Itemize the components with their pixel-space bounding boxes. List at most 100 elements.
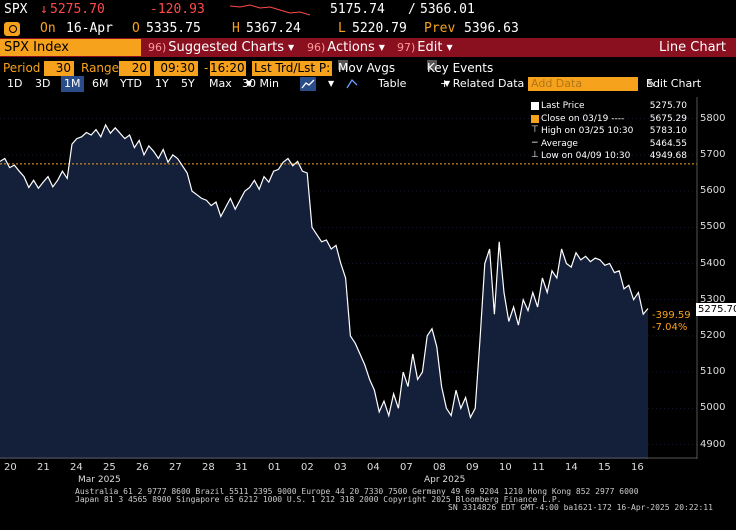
mov-avgs-label: Mov Avgs: [338, 61, 396, 75]
x-tick-label: 15: [598, 462, 611, 473]
y-tick-label: 5500: [700, 221, 726, 233]
x-tick-label: 01: [268, 462, 281, 473]
month-label: Apr 2025: [424, 475, 466, 485]
edit-chart-label: Edit Chart: [646, 77, 702, 90]
related-data-label: + Related Data: [440, 77, 525, 90]
range-label: Range: [81, 61, 120, 75]
average-marker-icon: −: [531, 137, 539, 148]
quote-strip: SPX ↓ 5275.70 -120.93 5175.74 / 5366.01: [0, 0, 736, 20]
chart-type-title: Line Chart: [659, 40, 726, 55]
actions-menu[interactable]: 96) Actions ▼: [307, 38, 385, 57]
high-value: 5367.24: [246, 21, 301, 36]
y-tick-label: 5800: [700, 112, 726, 124]
checkbox-icon: [338, 60, 348, 70]
prev-label: Prev: [424, 21, 456, 36]
table-button[interactable]: Table: [378, 77, 407, 90]
range-input[interactable]: 20: [119, 61, 150, 76]
low-value: 5220.79: [352, 21, 407, 36]
menu-number: 96): [307, 41, 326, 54]
x-tick-label: 24: [70, 462, 83, 473]
x-tick-label: 25: [103, 462, 116, 473]
low-label: L: [338, 21, 346, 36]
legend-label: Close on 03/19 ----: [541, 113, 625, 124]
period-input[interactable]: 30: [44, 61, 74, 76]
x-tick-label: 27: [169, 462, 182, 473]
x-tick-label: 07: [400, 462, 413, 473]
last-price-tag: 5275.70: [696, 303, 736, 316]
range-button-6m[interactable]: 6M: [92, 77, 109, 90]
suggested-charts-menu[interactable]: 96) Suggested Charts ▼: [148, 38, 294, 57]
legend-value: 4949.68: [649, 151, 687, 161]
legend-row-close: Close on 03/19 ---- 5675.29: [529, 113, 687, 126]
range-button-1y[interactable]: 1Y: [155, 77, 169, 90]
y-tick-label: 5300: [700, 293, 726, 305]
legend-row-last-price: Last Price 5275.70: [529, 100, 687, 113]
menu-label: Edit: [417, 40, 443, 55]
x-tick-label: 21: [37, 462, 50, 473]
time-to-input[interactable]: 16:20: [210, 61, 246, 76]
range-button-1d[interactable]: 1D: [7, 77, 23, 90]
pencil-icon: ✎: [646, 77, 656, 90]
caret-down-icon: ▼: [246, 79, 253, 88]
range-toolbar: 1D 3D 1M 6M YTD 1Y 5Y Max 30 Min ▼ ▼ Tabl…: [0, 76, 736, 92]
range-button-1m[interactable]: 1M: [61, 76, 84, 92]
period-bar: Period 30 Range 20 09:30 - 16:20 Lst Trd…: [0, 60, 736, 77]
session-date: 16-Apr: [66, 21, 113, 36]
x-tick-label: 03: [334, 462, 347, 473]
footer-contacts-1: Australia 61 2 9777 8600 Brazil 5511 239…: [75, 487, 639, 496]
high-label: H: [232, 21, 240, 36]
legend-row-low: ⊥ Low on 04/09 10:30 4949.68: [529, 150, 687, 163]
trade-field-select[interactable]: Lst Trd/Lst P:: [252, 61, 332, 76]
edit-menu[interactable]: 97) Edit ▼: [397, 38, 453, 57]
session-strip: On 16-Apr O 5335.75 H 5367.24 L 5220.79 …: [0, 20, 736, 38]
x-tick-label: 04: [367, 462, 380, 473]
legend-label: Average: [541, 138, 578, 149]
legend-value: 5464.55: [649, 138, 687, 149]
clock-icon: [4, 22, 20, 36]
x-tick-label: 31: [235, 462, 248, 473]
x-tick-label: 26: [136, 462, 149, 473]
month-label: Mar 2025: [78, 475, 121, 485]
chart-legend[interactable]: Last Price 5275.70 Close on 03/19 ---- 5…: [529, 100, 687, 163]
y-tick-label: 5100: [700, 366, 726, 378]
range-button-ytd[interactable]: YTD: [120, 77, 142, 90]
x-tick-label: 09: [466, 462, 479, 473]
day-high: 5366.01: [420, 2, 475, 17]
footer-contacts-2: Japan 81 3 4565 8900 Singapore 65 6212 1…: [75, 495, 562, 504]
title-bar: SPX Index 96) Suggested Charts ▼ 96) Action…: [0, 38, 736, 57]
ticker: SPX: [4, 2, 28, 17]
open-label: O: [132, 21, 140, 36]
caret-down-icon: ▼: [446, 43, 453, 52]
add-data-input[interactable]: Add Data: [528, 77, 638, 91]
time-from-input[interactable]: 09:30: [154, 61, 198, 76]
on-label: On: [40, 21, 56, 36]
security-field[interactable]: SPX Index: [0, 39, 141, 56]
y-tick-label: 5700: [700, 148, 726, 160]
legend-value: 5675.29: [649, 113, 687, 124]
menu-number: 97): [397, 41, 416, 54]
caret-down-icon: ▼: [328, 79, 335, 88]
menu-label: Suggested Charts: [168, 40, 285, 55]
y-tick-label: 5200: [700, 329, 726, 341]
high-marker-icon: ⊤: [531, 125, 539, 135]
caret-down-icon: ▼: [378, 43, 385, 52]
price-change-tag: -399.59: [652, 310, 691, 321]
y-tick-label: 5400: [700, 257, 726, 269]
x-tick-label: 28: [202, 462, 215, 473]
range-button-5y[interactable]: 5Y: [181, 77, 195, 90]
legend-row-average: − Average 5464.55: [529, 138, 687, 151]
line-chart-icon[interactable]: [300, 77, 316, 91]
menu-label: Actions: [327, 40, 375, 55]
legend-label: High on 03/25 10:30: [541, 126, 634, 136]
range-button-3d[interactable]: 3D: [35, 77, 51, 90]
price-area-fill: [0, 124, 648, 459]
draw-tool-icon[interactable]: [345, 76, 361, 95]
range-button-max[interactable]: Max: [209, 77, 232, 90]
x-tick-label: 08: [433, 462, 446, 473]
x-tick-label: 16: [631, 462, 644, 473]
price-chart[interactable]: [0, 97, 736, 459]
footer-session: SN 3314826 EDT GMT-4:00 ba1621-172 16-Ap…: [448, 503, 713, 512]
last-price: 5275.70: [50, 2, 105, 17]
price-line: [0, 123, 649, 420]
y-tick-label: 5000: [700, 402, 726, 414]
